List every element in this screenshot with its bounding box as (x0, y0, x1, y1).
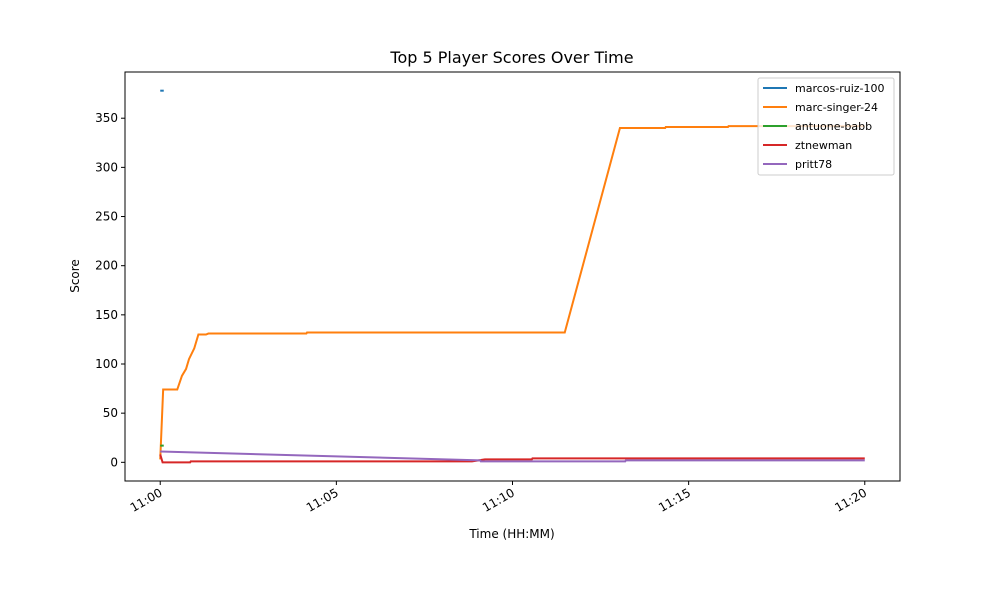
y-tick-label: 0 (110, 455, 118, 469)
y-tick-label: 150 (95, 308, 118, 322)
plot-area (159, 89, 865, 464)
y-axis-label: Score (68, 259, 82, 293)
legend-label: marcos-ruiz-100 (795, 82, 885, 95)
series-line (159, 454, 865, 464)
series-line (160, 450, 865, 463)
y-tick-label: 100 (95, 357, 118, 371)
legend-box (757, 77, 895, 176)
x-axis-label: Time (HH:MM) (468, 527, 554, 541)
series-line (159, 125, 865, 460)
y-tick-label: 250 (95, 210, 118, 224)
y-tick-label: 200 (95, 259, 118, 273)
legend-label: marc-singer-24 (795, 101, 878, 114)
y-tick-label: 50 (103, 406, 118, 420)
y-tick-label: 300 (95, 160, 118, 174)
legend-label: pritt78 (795, 158, 832, 171)
legend-label: antuone-babb (795, 120, 872, 133)
legend: marcos-ruiz-100 marc-singer-24 antuone-bab… (757, 77, 895, 176)
legend-label: ztnewman (795, 139, 852, 152)
chart-title: Top 5 Player Scores Over Time (389, 48, 633, 67)
y-tick-label: 350 (95, 111, 118, 125)
